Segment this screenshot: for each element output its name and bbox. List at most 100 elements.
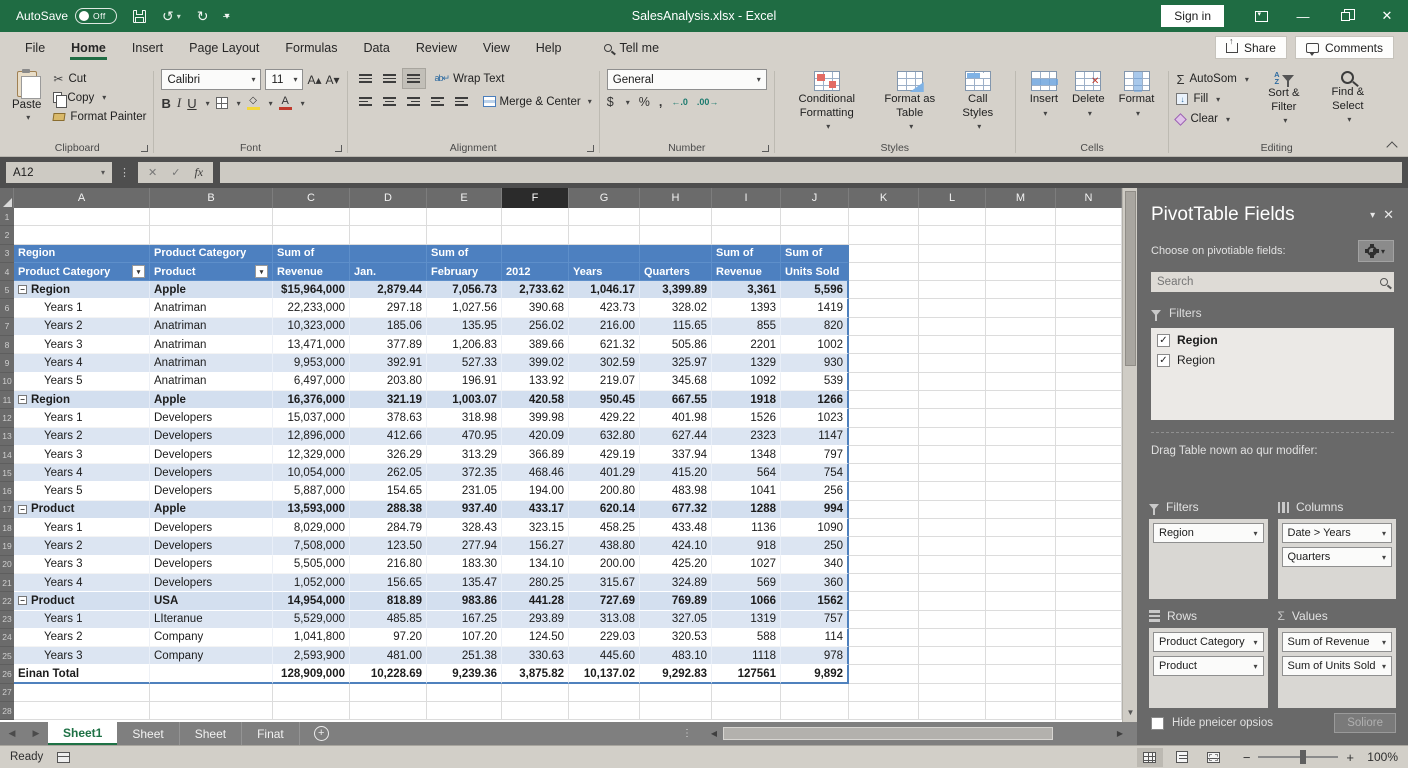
share-button[interactable]: Share [1214,36,1287,59]
cell[interactable]: 757 [781,610,849,629]
cell[interactable]: Apple [150,281,273,300]
cell[interactable]: 123.50 [350,537,427,556]
format-cells-button[interactable]: Format ▾ [1112,69,1162,139]
cell[interactable]: 378.63 [350,409,427,428]
cell[interactable] [919,299,986,318]
cell[interactable] [986,464,1056,483]
cell[interactable]: 128,909,000 [273,665,350,684]
cell[interactable]: 424.10 [640,537,712,556]
search-input[interactable] [1157,276,1380,288]
cell[interactable] [986,592,1056,611]
cell[interactable] [919,372,986,391]
ribbon-display-options-button[interactable] [1240,0,1282,32]
cell[interactable] [849,573,919,593]
cell[interactable]: 1118 [712,647,781,666]
cell[interactable]: 323.15 [502,519,569,538]
cell[interactable] [919,208,986,227]
cell[interactable]: 1319 [712,610,781,629]
cell[interactable] [350,208,427,227]
cell[interactable]: 135.47 [427,573,502,593]
align-middle-button[interactable] [379,69,401,88]
row-header-22[interactable]: 22 [0,592,14,611]
cell[interactable]: 441.28 [502,592,569,611]
cell[interactable]: 262.05 [350,464,427,483]
increase-decimal-button[interactable]: ←.0 [671,97,688,107]
cell[interactable]: 97.20 [350,628,427,648]
menu-tab-view[interactable]: View [482,40,510,55]
cell[interactable]: 627.44 [640,427,712,446]
cell[interactable]: 277.94 [427,537,502,556]
cell[interactable]: Sum of [781,244,849,263]
column-header-D[interactable]: D [350,188,427,208]
row-header-14[interactable]: 14 [0,445,14,465]
cell[interactable]: 320.53 [640,628,712,648]
checkbox-icon[interactable]: ✓ [1157,353,1170,367]
cell[interactable]: 366.89 [502,445,569,465]
cell[interactable] [986,317,1056,337]
sheet-tab-sheet1-0[interactable]: Sheet1 [48,722,118,745]
cell[interactable]: 328.02 [640,299,712,318]
cell[interactable] [919,445,986,465]
cell[interactable] [986,555,1056,574]
cell[interactable]: 9,953,000 [273,354,350,373]
field-item-region[interactable]: ✓ Region [1151,330,1394,350]
comma-format-button[interactable]: , [658,95,663,109]
cell[interactable]: 818.89 [350,592,427,611]
cell[interactable]: 1,027.56 [427,299,502,318]
cell[interactable] [1056,427,1122,446]
cell[interactable]: Quarters [640,262,712,282]
cell[interactable]: 203.80 [350,372,427,391]
cell[interactable] [502,244,569,263]
column-header-H[interactable]: H [640,188,712,208]
increase-indent-button[interactable] [451,92,473,111]
cell[interactable] [986,702,1056,721]
cell[interactable]: Sum of [712,244,781,263]
autosum-button[interactable]: Σ AutoSom ▾ [1176,71,1249,87]
cell[interactable]: Anatriman [150,372,273,391]
column-header-L[interactable]: L [919,188,986,208]
cell[interactable] [1056,409,1122,428]
cell[interactable]: 313.08 [569,610,640,629]
decrease-decimal-button[interactable]: .00→ [696,97,719,107]
cell[interactable] [986,445,1056,465]
row-header-8[interactable]: 8 [0,336,14,355]
cell[interactable]: Years 2 [14,427,150,446]
cell[interactable]: 194.00 [502,482,569,501]
cell[interactable]: Developers [150,482,273,501]
cell[interactable] [1056,299,1122,318]
wrap-text-button[interactable]: ab↵ Wrap Text [434,72,505,85]
cell[interactable] [1056,354,1122,373]
cell[interactable]: 2,733.62 [502,281,569,300]
cell[interactable] [1056,482,1122,501]
cell[interactable] [849,372,919,391]
cell[interactable]: 483.10 [640,647,712,666]
cell[interactable] [849,482,919,501]
cell[interactable]: 820 [781,317,849,337]
cell[interactable]: 1,046.17 [569,281,640,300]
cell[interactable] [919,702,986,721]
align-center-button[interactable] [379,92,401,111]
columns-area-box[interactable]: Date > Years ▾ Quarters ▾ [1277,519,1396,599]
cell[interactable]: 620.14 [569,500,640,520]
cell[interactable] [1056,610,1122,629]
field-item-region[interactable]: ✓ Region [1151,350,1394,370]
cell[interactable]: − Region [14,281,150,300]
cell[interactable]: 438.80 [569,537,640,556]
cell[interactable]: 185.06 [350,317,427,337]
column-header-I[interactable]: I [712,188,781,208]
cell[interactable] [919,647,986,666]
cell[interactable]: 377.89 [350,336,427,355]
row-header-10[interactable]: 10 [0,372,14,391]
close-button[interactable]: ✕ [1381,8,1393,23]
fill-color-button[interactable]: ◇ [246,95,260,111]
cell[interactable] [569,226,640,245]
find-select-button[interactable]: Find & Select ▾ [1319,69,1377,139]
cell[interactable]: 632.80 [569,427,640,446]
cell[interactable]: 2012 [502,262,569,282]
cell[interactable]: Years 1 [14,299,150,318]
cell[interactable] [986,665,1056,684]
cell[interactable] [986,390,1056,410]
collapse-ribbon-icon[interactable] [1386,141,1398,153]
cell[interactable] [849,665,919,684]
cell[interactable] [1056,244,1122,263]
